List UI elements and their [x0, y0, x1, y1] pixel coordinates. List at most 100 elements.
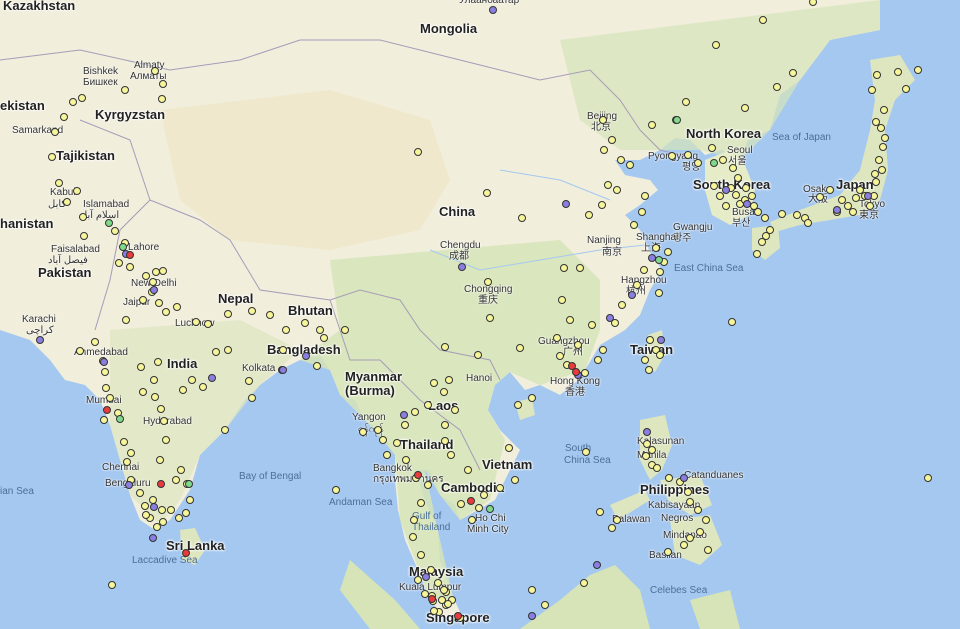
yellow-marker[interactable] — [301, 319, 309, 327]
purple-marker[interactable] — [208, 374, 216, 382]
yellow-marker[interactable] — [872, 118, 880, 126]
yellow-marker[interactable] — [680, 541, 688, 549]
yellow-marker[interactable] — [224, 310, 232, 318]
yellow-marker[interactable] — [126, 263, 134, 271]
yellow-marker[interactable] — [417, 551, 425, 559]
yellow-marker[interactable] — [441, 343, 449, 351]
yellow-marker[interactable] — [759, 16, 767, 24]
yellow-marker[interactable] — [175, 514, 183, 522]
yellow-marker[interactable] — [694, 506, 702, 514]
red-marker[interactable] — [126, 251, 134, 259]
yellow-marker[interactable] — [638, 208, 646, 216]
yellow-marker[interactable] — [162, 436, 170, 444]
yellow-marker[interactable] — [599, 346, 607, 354]
purple-marker[interactable] — [680, 474, 688, 482]
yellow-marker[interactable] — [167, 506, 175, 514]
yellow-marker[interactable] — [204, 320, 212, 328]
yellow-marker[interactable] — [159, 518, 167, 526]
yellow-marker[interactable] — [127, 449, 135, 457]
yellow-marker[interactable] — [159, 80, 167, 88]
purple-marker[interactable] — [643, 428, 651, 436]
yellow-marker[interactable] — [641, 192, 649, 200]
yellow-marker[interactable] — [754, 208, 762, 216]
green-marker[interactable] — [105, 219, 113, 227]
yellow-marker[interactable] — [172, 476, 180, 484]
yellow-marker[interactable] — [581, 369, 589, 377]
yellow-marker[interactable] — [761, 214, 769, 222]
yellow-marker[interactable] — [179, 386, 187, 394]
yellow-marker[interactable] — [630, 221, 638, 229]
yellow-marker[interactable] — [880, 106, 888, 114]
yellow-marker[interactable] — [852, 194, 860, 202]
purple-marker[interactable] — [279, 366, 287, 374]
purple-marker[interactable] — [302, 352, 310, 360]
yellow-marker[interactable] — [505, 444, 513, 452]
yellow-marker[interactable] — [159, 267, 167, 275]
yellow-marker[interactable] — [871, 170, 879, 178]
yellow-marker[interactable] — [753, 250, 761, 258]
yellow-marker[interactable] — [741, 104, 749, 112]
yellow-marker[interactable] — [78, 94, 86, 102]
yellow-marker[interactable] — [248, 394, 256, 402]
red-marker[interactable] — [414, 471, 422, 479]
yellow-marker[interactable] — [48, 153, 56, 161]
yellow-marker[interactable] — [556, 352, 564, 360]
yellow-marker[interactable] — [881, 134, 889, 142]
purple-marker[interactable] — [36, 336, 44, 344]
yellow-marker[interactable] — [668, 152, 676, 160]
yellow-marker[interactable] — [224, 346, 232, 354]
purple-marker[interactable] — [422, 573, 430, 581]
yellow-marker[interactable] — [438, 596, 446, 604]
yellow-marker[interactable] — [608, 524, 616, 532]
yellow-marker[interactable] — [655, 289, 663, 297]
yellow-marker[interactable] — [778, 210, 786, 218]
yellow-marker[interactable] — [849, 208, 857, 216]
yellow-marker[interactable] — [106, 394, 114, 402]
yellow-marker[interactable] — [359, 428, 367, 436]
yellow-marker[interactable] — [199, 383, 207, 391]
yellow-marker[interactable] — [158, 506, 166, 514]
yellow-marker[interactable] — [212, 348, 220, 356]
yellow-marker[interactable] — [684, 488, 692, 496]
yellow-marker[interactable] — [427, 566, 435, 574]
yellow-marker[interactable] — [618, 301, 626, 309]
yellow-marker[interactable] — [710, 182, 718, 190]
yellow-marker[interactable] — [613, 186, 621, 194]
yellow-marker[interactable] — [141, 502, 149, 510]
yellow-marker[interactable] — [608, 136, 616, 144]
yellow-marker[interactable] — [464, 466, 472, 474]
yellow-marker[interactable] — [728, 318, 736, 326]
yellow-marker[interactable] — [441, 437, 449, 445]
yellow-marker[interactable] — [374, 426, 382, 434]
red-marker[interactable] — [428, 595, 436, 603]
yellow-marker[interactable] — [645, 366, 653, 374]
yellow-marker[interactable] — [585, 211, 593, 219]
green-marker[interactable] — [486, 505, 494, 513]
yellow-marker[interactable] — [665, 474, 673, 482]
yellow-marker[interactable] — [80, 232, 88, 240]
yellow-marker[interactable] — [528, 394, 536, 402]
yellow-marker[interactable] — [468, 516, 476, 524]
yellow-marker[interactable] — [566, 316, 574, 324]
yellow-marker[interactable] — [155, 299, 163, 307]
yellow-marker[interactable] — [451, 406, 459, 414]
yellow-marker[interactable] — [73, 187, 81, 195]
yellow-marker[interactable] — [409, 533, 417, 541]
purple-marker[interactable] — [722, 186, 730, 194]
yellow-marker[interactable] — [111, 227, 119, 235]
purple-marker[interactable] — [864, 192, 872, 200]
yellow-marker[interactable] — [100, 416, 108, 424]
yellow-marker[interactable] — [894, 68, 902, 76]
yellow-marker[interactable] — [414, 576, 422, 584]
yellow-marker[interactable] — [694, 159, 702, 167]
yellow-marker[interactable] — [514, 401, 522, 409]
yellow-marker[interactable] — [696, 528, 704, 536]
yellow-marker[interactable] — [121, 86, 129, 94]
yellow-marker[interactable] — [856, 186, 864, 194]
purple-marker[interactable] — [743, 200, 751, 208]
purple-marker[interactable] — [100, 358, 108, 366]
yellow-marker[interactable] — [879, 143, 887, 151]
yellow-marker[interactable] — [192, 318, 200, 326]
yellow-marker[interactable] — [154, 358, 162, 366]
